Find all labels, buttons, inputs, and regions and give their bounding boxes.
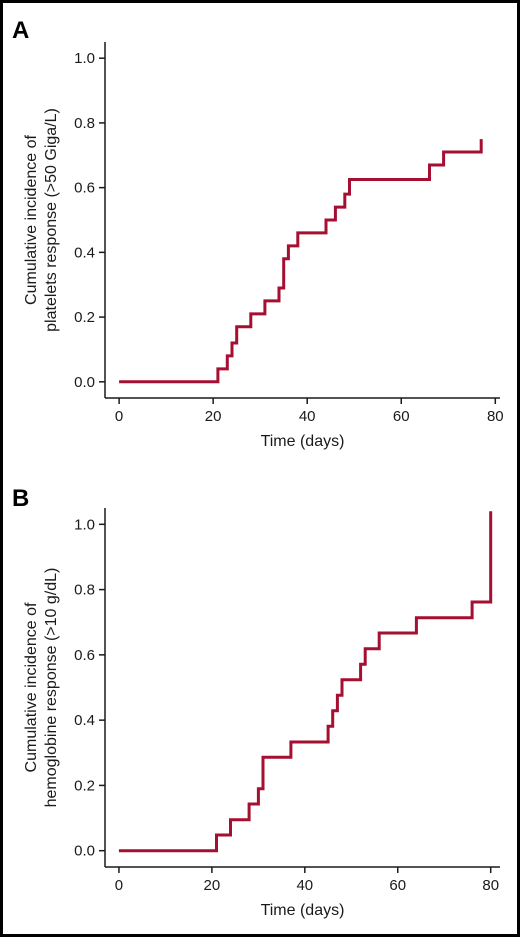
- panel-a: A 0.0 0.2 0.4 0.6 0.8 1.0 0 20 40 60 80 Time (days) C…: [12, 17, 504, 450]
- x-tick-label: 80: [482, 877, 499, 894]
- x-tick-label: 40: [299, 408, 316, 425]
- panel-letter: A: [12, 17, 29, 44]
- x-tick-label: 20: [204, 877, 221, 894]
- y-tick-label: 0.2: [74, 309, 95, 326]
- x-tick-label: 40: [296, 877, 313, 894]
- y-axis-label-line: Cumulative incidence of: [23, 602, 40, 772]
- y-axis-label: Cumulative incidence of platelets respons…: [23, 108, 60, 332]
- y-axis-label-line: Cumulative incidence of: [23, 135, 40, 305]
- y-tick-label: 0.4: [74, 244, 95, 261]
- y-axis-label-line: hemoglobine response (>10 g/dL): [43, 568, 60, 808]
- x-tick-label: 60: [393, 408, 410, 425]
- y-tick-label: 0.6: [74, 180, 95, 197]
- x-tick-label: 0: [115, 408, 123, 425]
- y-tick-label: 0.0: [74, 374, 95, 391]
- y-axis-label-line: platelets response (>50 Giga/L): [43, 108, 60, 332]
- y-tick-label: 0.8: [74, 582, 95, 599]
- y-axis-label: Cumulative incidence of hemoglobine respo…: [23, 568, 60, 808]
- step-curve: [118, 511, 493, 853]
- x-tick-label: 80: [487, 408, 504, 425]
- y-tick-label: 0.4: [74, 712, 95, 729]
- step-curve: [119, 139, 483, 384]
- x-axis-label: Time (days): [261, 902, 345, 919]
- y-tick-label: 1.0: [74, 50, 95, 67]
- panel-letter: B: [12, 485, 29, 512]
- y-tick-label: 1.0: [74, 516, 95, 533]
- x-tick-label: 20: [205, 408, 222, 425]
- x-tick-label: 60: [389, 877, 406, 894]
- y-tick-label: 0.0: [74, 843, 95, 860]
- y-tick-label: 0.8: [74, 115, 95, 132]
- panel-b: B 0.0 0.2 0.4 0.6 0.8 1.0 0 20 40 60 80 Time (days) C…: [12, 485, 500, 919]
- y-tick-label: 0.2: [74, 777, 95, 794]
- x-axis-label: Time (days): [261, 433, 345, 450]
- y-tick-label: 0.6: [74, 647, 95, 664]
- x-tick-label: 0: [115, 877, 123, 894]
